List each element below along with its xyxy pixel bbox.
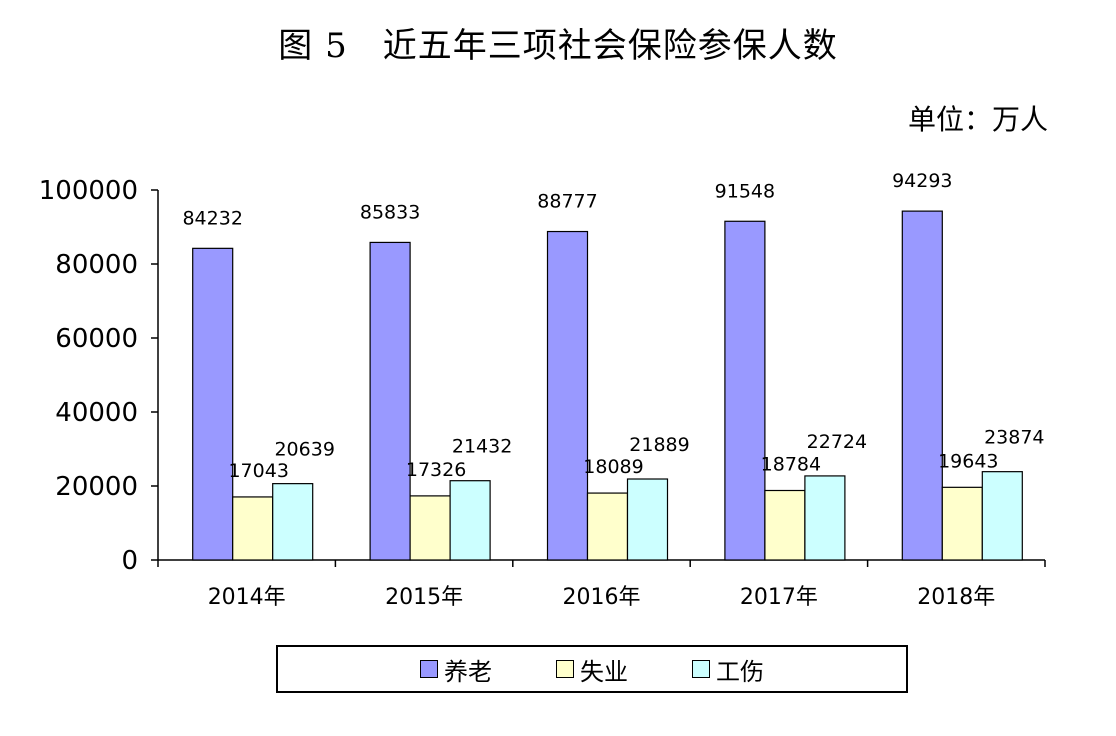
legend-swatch-unemployment bbox=[556, 660, 574, 678]
data-label-pension: 85833 bbox=[360, 201, 420, 223]
data-label-injury: 22724 bbox=[807, 431, 867, 453]
bar-unemployment bbox=[232, 496, 274, 561]
data-label-injury: 21889 bbox=[629, 434, 689, 456]
data-label-pension: 84232 bbox=[182, 207, 242, 229]
legend-label-unemployment: 失业 bbox=[580, 657, 628, 686]
bars bbox=[192, 210, 1023, 561]
legend-label-pension: 养老 bbox=[444, 657, 492, 686]
data-label-injury: 20639 bbox=[274, 439, 334, 461]
bar-unemployment bbox=[941, 486, 983, 561]
bar-injury bbox=[981, 471, 1023, 561]
data-label-pension: 91548 bbox=[715, 180, 775, 202]
bar-injury bbox=[272, 483, 314, 561]
legend-item-injury: 工伤 bbox=[692, 652, 764, 687]
bar-pension bbox=[546, 230, 589, 561]
axes: 0 20000 40000 60000 80000 100000 2014年 2015年 201… bbox=[39, 176, 1046, 610]
data-label-pension: 94293 bbox=[892, 170, 952, 192]
data-label-unemployment: 19643 bbox=[938, 450, 998, 472]
x-tick-label: 2016年 bbox=[563, 585, 641, 610]
bar-unemployment bbox=[764, 489, 806, 561]
x-tick-label: 2014年 bbox=[208, 585, 286, 610]
bar-unemployment bbox=[586, 492, 629, 561]
legend: 养老 失业 工伤 bbox=[276, 645, 908, 693]
y-tick-label: 40000 bbox=[55, 398, 138, 428]
data-label-unemployment: 17043 bbox=[228, 460, 288, 482]
chart-title: 图 5 近五年三项社会保险参保人数 bbox=[278, 26, 838, 66]
legend-item-pension: 养老 bbox=[420, 652, 492, 687]
bar-chart: 0 20000 40000 60000 80000 100000 2014年 2015年 201… bbox=[39, 170, 1046, 610]
bar-injury bbox=[449, 480, 491, 561]
legend-label-injury: 工伤 bbox=[716, 657, 764, 686]
data-label-injury: 23874 bbox=[984, 427, 1044, 449]
bar-injury bbox=[626, 478, 669, 561]
bar-unemployment bbox=[409, 495, 451, 561]
y-tick-label: 80000 bbox=[55, 250, 138, 280]
y-tick-label: 20000 bbox=[55, 472, 138, 502]
bar-pension bbox=[192, 247, 234, 561]
legend-swatch-injury bbox=[692, 660, 710, 678]
data-label-unemployment: 18089 bbox=[583, 456, 643, 478]
bar-pension bbox=[724, 220, 766, 561]
data-label-unemployment: 18784 bbox=[761, 453, 821, 475]
y-tick-label: 60000 bbox=[55, 324, 138, 354]
data-label-unemployment: 17326 bbox=[406, 459, 466, 481]
legend-swatch-pension bbox=[420, 660, 438, 678]
data-label-pension: 88777 bbox=[537, 191, 597, 213]
x-tick-label: 2018年 bbox=[917, 585, 995, 610]
data-label-injury: 21432 bbox=[452, 436, 512, 458]
bar-pension bbox=[369, 241, 411, 561]
x-tick-label: 2017年 bbox=[740, 585, 818, 610]
y-tick-label: 0 bbox=[121, 546, 138, 576]
bar-pension bbox=[901, 210, 943, 561]
unit-label: 单位：万人 bbox=[907, 103, 1048, 136]
legend-item-unemployment: 失业 bbox=[556, 652, 628, 687]
bar-injury bbox=[804, 475, 846, 561]
y-tick-label: 100000 bbox=[39, 176, 138, 206]
x-tick-label: 2015年 bbox=[385, 585, 463, 610]
